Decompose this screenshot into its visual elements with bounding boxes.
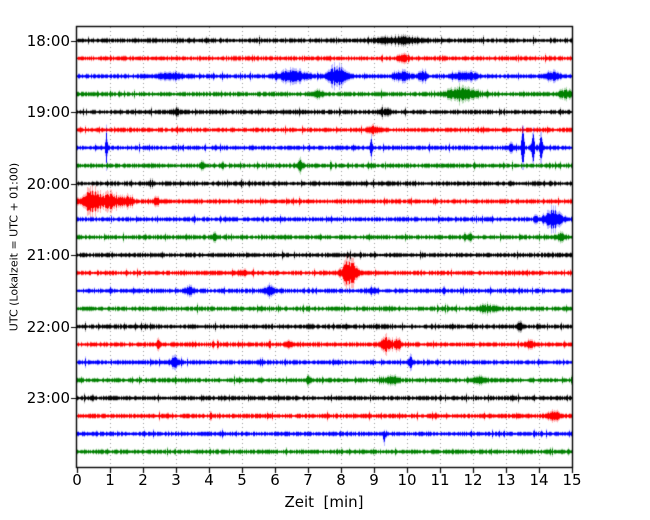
x-tick-label: 15 bbox=[562, 471, 582, 489]
y-tick-label: 19:00 bbox=[26, 103, 70, 122]
x-tick-label: 13 bbox=[496, 471, 516, 489]
x-tick-label: 5 bbox=[237, 471, 247, 489]
x-tick-label: 11 bbox=[430, 471, 450, 489]
x-tick-label: 6 bbox=[270, 471, 280, 489]
y-axis-label: UTC (Lokalzeit = UTC + 01:00) bbox=[7, 162, 21, 332]
x-tick-label: 9 bbox=[369, 471, 379, 489]
y-tick-label: 20:00 bbox=[26, 174, 70, 193]
y-tick-label: 18:00 bbox=[26, 31, 70, 50]
x-tick-label: 3 bbox=[171, 471, 181, 489]
x-tick-label: 14 bbox=[529, 471, 549, 489]
y-tick-label: 22:00 bbox=[26, 317, 70, 336]
x-tick-label: 0 bbox=[72, 471, 82, 489]
x-tick-label: 4 bbox=[204, 471, 214, 489]
x-tick-label: 2 bbox=[138, 471, 148, 489]
x-tick-label: 10 bbox=[397, 471, 417, 489]
y-tick-label: 23:00 bbox=[26, 389, 70, 408]
x-tick-label: 1 bbox=[105, 471, 115, 489]
y-tick-label: 21:00 bbox=[26, 246, 70, 265]
x-tick-label: 12 bbox=[463, 471, 483, 489]
x-tick-label: 8 bbox=[336, 471, 346, 489]
x-tick-label: 7 bbox=[303, 471, 313, 489]
x-axis-label: Zeit [min] bbox=[284, 493, 364, 511]
